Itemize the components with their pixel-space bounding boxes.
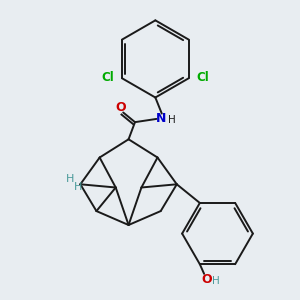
- Text: Cl: Cl: [102, 70, 114, 84]
- Text: O: O: [116, 100, 126, 114]
- Text: H: H: [212, 276, 220, 286]
- Text: Cl: Cl: [196, 70, 209, 84]
- Text: O: O: [201, 273, 211, 286]
- Text: H: H: [65, 174, 74, 184]
- Text: H: H: [74, 182, 82, 193]
- Text: N: N: [155, 112, 166, 125]
- Text: H: H: [168, 115, 175, 125]
